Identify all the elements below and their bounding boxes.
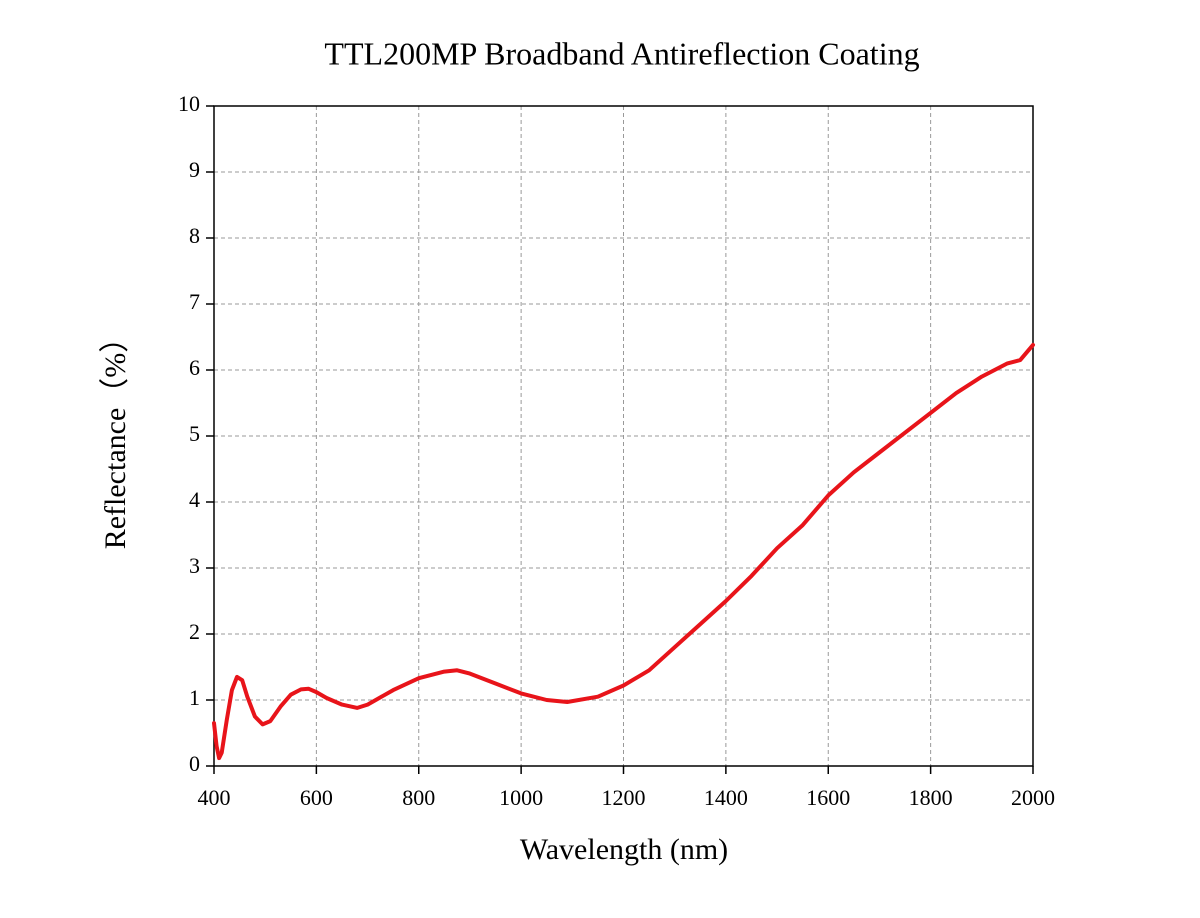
y-tick-label: 7 — [189, 289, 200, 314]
y-tick-label: 10 — [178, 91, 200, 116]
y-tick-label: 1 — [189, 685, 200, 710]
data-line — [212, 342, 1035, 761]
x-tick-label: 800 — [402, 785, 435, 810]
y-tick-label: 5 — [189, 421, 200, 446]
x-tick-label: 400 — [198, 785, 231, 810]
y-tick-label: 6 — [189, 355, 200, 380]
y-tick-label: 9 — [189, 157, 200, 182]
chart-title: TTL200MP Broadband Antireflection Coatin… — [324, 35, 919, 71]
x-tick-label: 600 — [300, 785, 333, 810]
x-tick-label: 2000 — [1011, 785, 1055, 810]
x-tick-label: 1600 — [806, 785, 850, 810]
plot-frame — [213, 105, 1034, 767]
y-tick-label: 2 — [189, 619, 200, 644]
y-tick-label: 8 — [189, 223, 200, 248]
x-tick-label: 1400 — [704, 785, 748, 810]
x-tick-label: 1200 — [602, 785, 646, 810]
x-tick-label: 1000 — [499, 785, 543, 810]
y-tick-label: 3 — [189, 553, 200, 578]
x-axis-label: Wavelength (nm) — [520, 833, 728, 866]
x-tick-label: 1800 — [909, 785, 953, 810]
y-tick-label: 4 — [189, 487, 200, 512]
y-axis-label: Reflectance（%） — [99, 323, 132, 550]
y-tick-label: 0 — [189, 751, 200, 776]
